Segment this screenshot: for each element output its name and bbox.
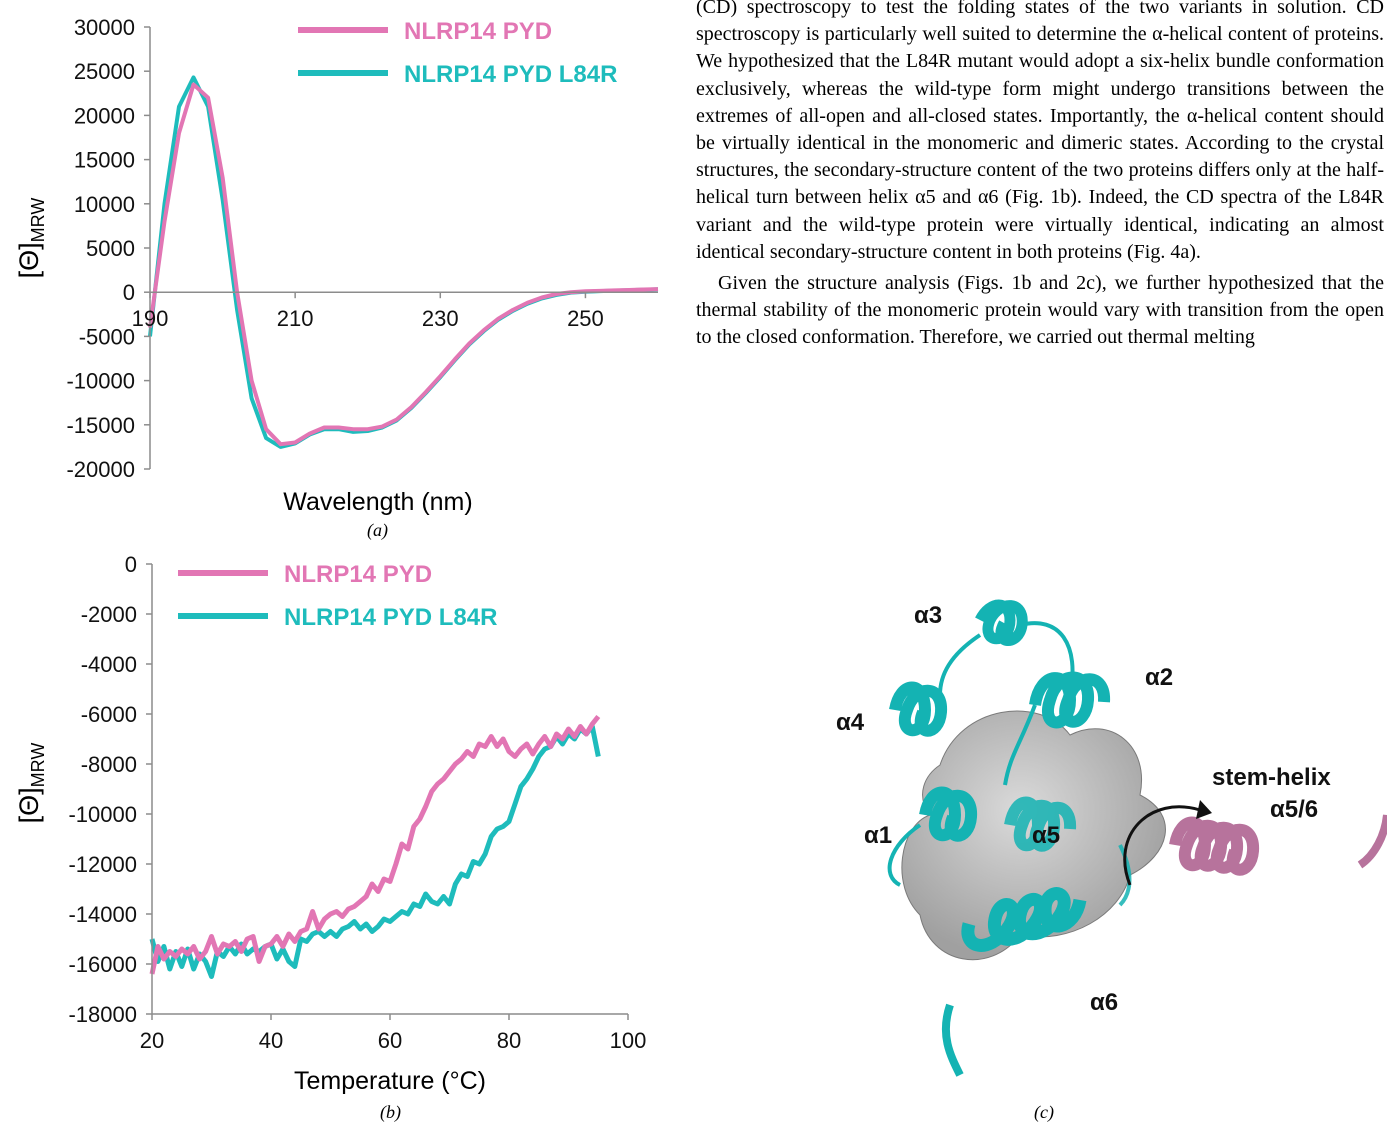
rotation-arrow-icon [1123, 805, 1201, 886]
x-axis-label: Wavelength (nm) [283, 488, 472, 516]
label-a4: α4 [836, 709, 865, 736]
label-a2: α2 [1145, 664, 1173, 691]
x-tick-label: 80 [497, 1028, 521, 1053]
caption-b: (b) [380, 1102, 401, 1122]
legend-label: NLRP14 PYD L84R [404, 61, 617, 88]
y-tick-label: 25000 [74, 59, 135, 84]
caption-a: (a) [367, 520, 388, 540]
y-tick-label: 30000 [74, 15, 135, 40]
label-a5-6: α5/6 [1270, 796, 1318, 823]
y-tick-label: -4000 [81, 652, 137, 677]
y-tick-label: -20000 [66, 457, 135, 482]
y-tick-label: 10000 [74, 192, 135, 217]
y-tick-label: 15000 [74, 148, 135, 173]
legend-label: NLRP14 PYD [284, 561, 432, 588]
x-tick-label: 190 [132, 306, 169, 331]
y-tick-label: -10000 [68, 802, 137, 827]
x-tick-label: 60 [378, 1028, 402, 1053]
series-line-nlrp14-pyd [149, 714, 601, 975]
y-tick-label: -10000 [66, 369, 135, 394]
cd-spectrum-chart: 30000 25000 20000 15000 10000 5000 0 -5000 -1000… [14, 15, 659, 516]
legend-label: NLRP14 PYD L84R [284, 604, 497, 631]
y-tick-label: -14000 [68, 902, 137, 927]
label-a1: α1 [864, 822, 892, 849]
helix-a2 [1003, 671, 1111, 786]
y-tick-label: -8000 [81, 752, 137, 777]
x-tick-label: 210 [277, 306, 314, 331]
legend-label: NLRP14 PYD [404, 18, 552, 45]
y-tick-label: -2000 [81, 602, 137, 627]
x-tick-label: 100 [610, 1028, 647, 1053]
y-tick-label: -12000 [68, 852, 137, 877]
thermal-melt-chart: 0 -2000 -4000 -6000 -8000 -10000 -12000 -14000 -… [14, 552, 647, 1095]
y-tick-label: 0 [125, 552, 137, 577]
caption-c: (c) [1034, 1102, 1054, 1122]
label-a3: α3 [914, 602, 942, 629]
paragraph-2: Given the structure analysis (Figs. 1b a… [696, 272, 1384, 349]
y-tick-label: -18000 [68, 1002, 137, 1027]
y-tick-label: 20000 [74, 103, 135, 128]
y-tick-label: -5000 [79, 324, 135, 349]
series-line-nlrp14-pyd-l84r [148, 75, 659, 449]
y-tick-label: -6000 [81, 702, 137, 727]
label-a6: α6 [1090, 989, 1118, 1016]
y-axis-label: [Θ]MRW [14, 743, 48, 824]
stem-helix [1169, 814, 1387, 876]
y-axis-label: [Θ]MRW [14, 198, 48, 279]
label-stem-helix: stem-helix [1212, 764, 1331, 791]
helix-a1 [887, 786, 978, 887]
x-tick-label: 40 [259, 1028, 283, 1053]
y-tick-label: -15000 [66, 413, 135, 438]
x-tick-label: 20 [140, 1028, 164, 1053]
y-tick-label: 5000 [86, 236, 135, 261]
protein-structure-figure: α3 α2 α4 stem-helix α5/6 α1 α5 α6 [836, 599, 1387, 1077]
series-line-nlrp14-pyd-l84r [149, 724, 601, 979]
x-tick-label: 230 [422, 306, 459, 331]
series-line-nlrp14-pyd [148, 82, 659, 447]
paragraph-1: (CD) spectroscopy to test the folding st… [696, 0, 1384, 263]
x-axis-label: Temperature (°C) [294, 1067, 486, 1095]
y-tick-label: -16000 [68, 952, 137, 977]
helix-a6 [941, 887, 1087, 1077]
label-a5: α5 [1032, 822, 1060, 849]
y-tick-label: 0 [123, 280, 135, 305]
helix-a4 [889, 681, 948, 737]
arrow-head-icon [1196, 800, 1212, 819]
article-body-text: (CD) spectroscopy to test the folding st… [696, 0, 1384, 352]
x-tick-label: 250 [567, 306, 604, 331]
